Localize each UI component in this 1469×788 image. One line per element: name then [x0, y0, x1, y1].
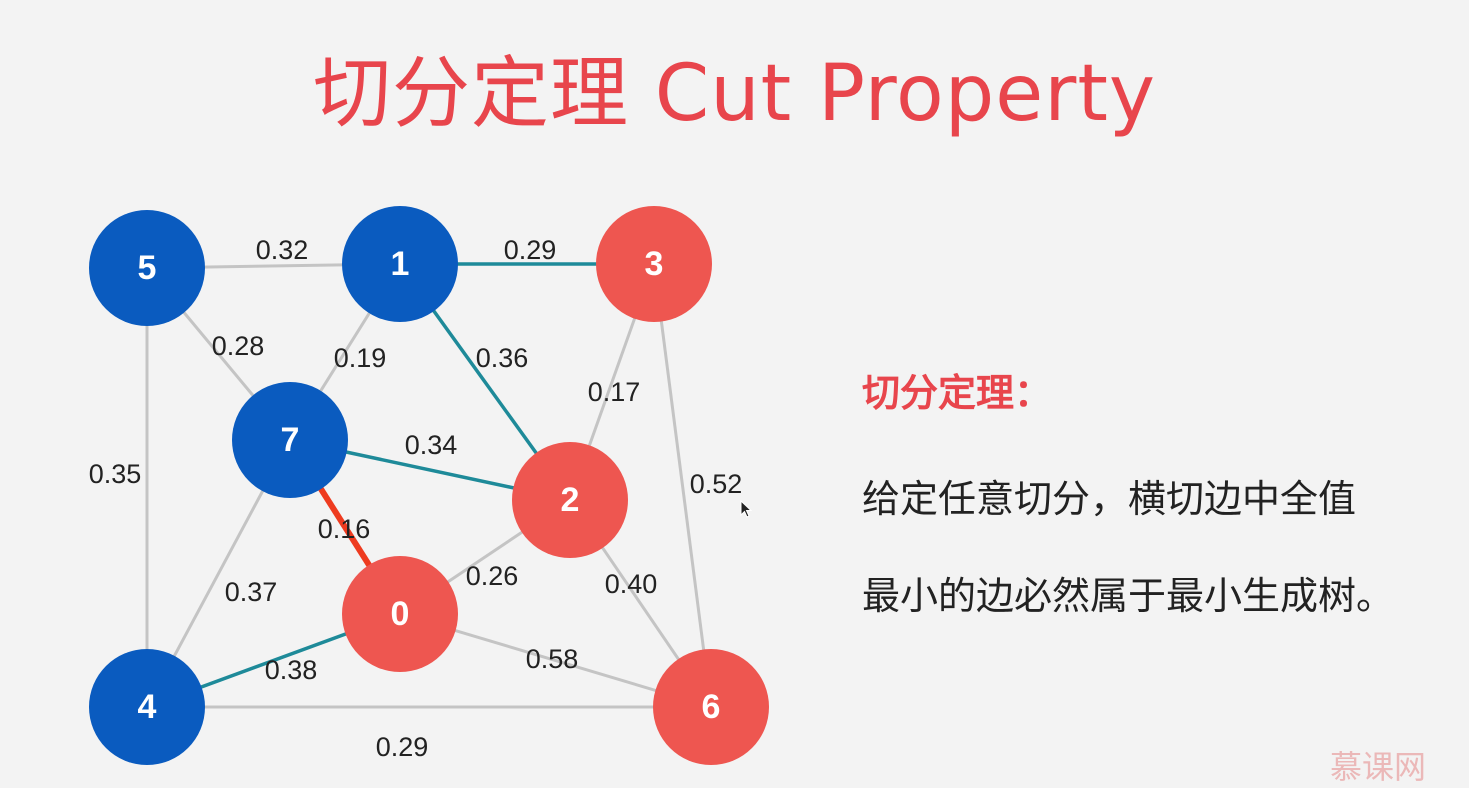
- node-3: 3: [596, 206, 712, 322]
- edge-weight-label-5-7: 0.28: [212, 331, 265, 361]
- node-4: 4: [89, 649, 205, 765]
- node-circle-2: [512, 442, 628, 558]
- node-1: 1: [342, 206, 458, 322]
- graph-diagram: 0.32 0.29 0.28 0.19 0.36 0.17 0.35 0.34 0.52 0.16…: [89, 206, 769, 765]
- edge-weight-label-2-0: 0.26: [466, 561, 519, 591]
- node-6: 6: [653, 649, 769, 765]
- node-2: 2: [512, 442, 628, 558]
- edge-weight-label-0-4: 0.38: [265, 655, 318, 685]
- slide-title: 切分定理 Cut Property: [312, 49, 1157, 139]
- edge-weight-label-7-0: 0.16: [318, 514, 371, 544]
- nodes-layer: 5 1 3 7 2 0 4 6: [89, 206, 769, 765]
- watermark-logo: 慕课网: [1330, 748, 1427, 786]
- edge-3-6: [652, 263, 713, 708]
- node-label-5: 5: [138, 249, 157, 287]
- edge-weight-label-7-4: 0.37: [225, 577, 278, 607]
- explanation-line-1: 给定任意切分，横切边中全值: [862, 477, 1357, 521]
- node-circle-1: [342, 206, 458, 322]
- edge-weight-label-5-4: 0.35: [89, 459, 142, 489]
- node-label-7: 7: [281, 421, 300, 459]
- node-7: 7: [232, 382, 348, 498]
- node-circle-0: [342, 556, 458, 672]
- node-label-4: 4: [138, 688, 157, 726]
- edge-labels-layer: 0.32 0.29 0.28 0.19 0.36 0.17 0.35 0.34 0.52 0.16…: [89, 235, 743, 762]
- node-label-0: 0: [391, 595, 410, 633]
- explanation-heading: 切分定理：: [862, 371, 1053, 415]
- edge-weight-label-5-1: 0.32: [256, 235, 309, 265]
- edge-weight-label-0-6: 0.58: [526, 644, 579, 674]
- node-circle-4: [89, 649, 205, 765]
- node-circle-3: [596, 206, 712, 322]
- edge-weight-label-3-6: 0.52: [690, 469, 743, 499]
- node-5: 5: [89, 210, 205, 326]
- node-label-1: 1: [391, 245, 410, 283]
- node-0: 0: [342, 556, 458, 672]
- node-label-3: 3: [645, 245, 664, 283]
- edge-weight-label-7-2: 0.34: [405, 430, 458, 460]
- edge-weight-label-3-2: 0.17: [588, 377, 641, 407]
- node-circle-7: [232, 382, 348, 498]
- edge-weight-label-1-3: 0.29: [504, 235, 557, 265]
- edge-weight-label-7-1: 0.19: [334, 343, 387, 373]
- node-circle-6: [653, 649, 769, 765]
- edge-weight-label-4-6: 0.29: [376, 732, 429, 762]
- node-label-6: 6: [702, 688, 721, 726]
- node-label-2: 2: [561, 481, 580, 519]
- node-circle-5: [89, 210, 205, 326]
- edge-weight-label-1-2: 0.36: [476, 343, 529, 373]
- explanation-line-2: 最小的边必然属于最小生成树。: [862, 574, 1395, 618]
- edge-weight-label-2-6: 0.40: [605, 569, 658, 599]
- mouse-cursor-icon: [740, 500, 753, 518]
